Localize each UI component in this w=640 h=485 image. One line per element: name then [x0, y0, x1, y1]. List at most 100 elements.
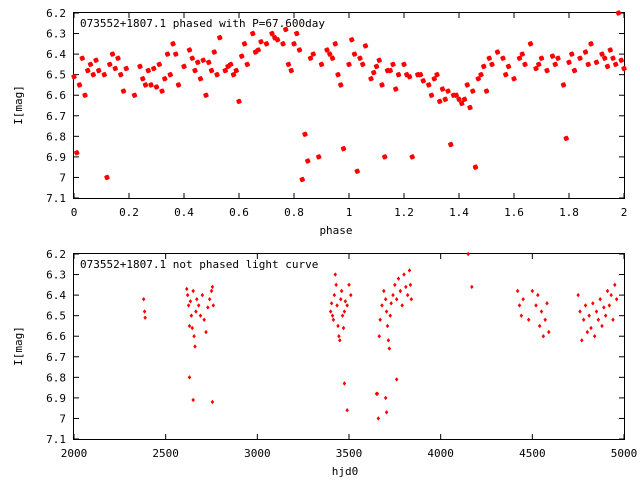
unphased-data-point	[188, 299, 193, 304]
unphased-data-point	[328, 309, 333, 314]
unphased-data-point	[383, 395, 388, 401]
unphased-data-point	[521, 297, 525, 302]
phased-data-point	[153, 84, 160, 90]
unphased-data-point	[393, 282, 397, 288]
unphased-data-point	[547, 329, 551, 335]
phased-data-point	[291, 41, 297, 47]
phased-data-point	[104, 174, 110, 181]
unphased-y-tick-label: 7.1	[46, 433, 66, 446]
phased-x-tick-label: 0.8	[284, 206, 304, 219]
phased-data-point	[544, 67, 550, 74]
phased-data-point	[329, 55, 336, 61]
phased-data-point	[211, 49, 218, 55]
phased-data-point	[607, 47, 614, 53]
phased-data-point	[560, 82, 567, 88]
unphased-data-point	[204, 329, 208, 335]
phased-data-point	[131, 92, 138, 98]
phased-x-tick-label: 1	[346, 206, 353, 219]
phased-data-point	[585, 61, 592, 68]
phased-data-point	[527, 41, 534, 47]
unphased-data-point	[585, 329, 590, 335]
unphased-x-axis-label: hjd0	[332, 465, 359, 478]
phased-data-point	[233, 67, 240, 74]
unphased-y-tick-label: 6.8	[46, 371, 66, 384]
phased-data-point	[390, 61, 396, 68]
unphased-y-tick-label: 6.7	[46, 351, 66, 364]
unphased-y-axis-label: I[mag]	[12, 326, 25, 366]
phased-data-point	[315, 154, 322, 160]
phased-data-point	[403, 71, 410, 78]
phased-data-point	[106, 61, 113, 68]
phased-data-point	[549, 53, 556, 59]
phased-data-point	[409, 154, 416, 160]
unphased-data-point	[536, 292, 540, 298]
unphased-data-point	[607, 303, 612, 308]
unphased-data-point	[187, 323, 192, 329]
unphased-data-point	[337, 334, 341, 339]
unphased-x-tick-label: 4500	[519, 447, 546, 460]
unphased-data-point	[517, 303, 522, 308]
unphased-data-point	[329, 301, 334, 306]
phased-data-point	[123, 65, 130, 72]
unphased-data-point	[611, 317, 615, 322]
unphased-data-point	[343, 299, 348, 304]
phased-y-tick-label: 6.4	[46, 48, 66, 61]
phased-data-point	[395, 71, 402, 78]
phased-data-point	[601, 55, 608, 61]
phased-y-tick-label: 6.5	[46, 69, 66, 82]
unphased-data-point	[196, 303, 201, 308]
phased-data-point	[357, 55, 363, 61]
phased-data-point	[478, 71, 484, 78]
phased-data-point	[612, 61, 619, 68]
phased-data-point	[285, 61, 292, 68]
phased-data-point	[73, 150, 80, 156]
unphased-data-point	[331, 317, 336, 322]
phased-data-point	[337, 82, 344, 88]
phased-data-point	[401, 61, 407, 68]
unphased-data-point	[605, 288, 610, 294]
unphased-data-point	[530, 288, 535, 294]
phased-data-point	[431, 76, 438, 82]
unphased-data-point	[191, 397, 195, 403]
unphased-data-point	[341, 325, 346, 331]
phased-data-point	[522, 61, 528, 68]
unphased-x-tick-label: 4000	[427, 447, 454, 460]
phased-data-point	[604, 63, 611, 70]
phased-data-point	[79, 55, 86, 61]
phased-data-point	[486, 55, 493, 61]
phased-data-point	[505, 63, 512, 70]
phased-data-point	[351, 51, 358, 57]
unphased-data-point	[193, 344, 197, 349]
phased-y-axis-label: I[mag]	[12, 85, 25, 125]
unphased-data-point	[190, 325, 195, 331]
unphased-data-point	[388, 313, 393, 318]
phased-data-point	[120, 88, 127, 94]
unphased-data-point	[333, 272, 338, 277]
unphased-data-point	[613, 282, 617, 288]
phased-data-point	[167, 71, 174, 78]
phased-y-tick-label: 6.8	[46, 130, 66, 143]
phased-data-point	[230, 71, 237, 78]
phased-data-point	[555, 55, 561, 61]
unphased-y-tick-label: 6.5	[46, 310, 66, 323]
phased-data-point	[494, 49, 501, 55]
phased-data-point	[87, 61, 94, 68]
unphased-data-point	[394, 377, 399, 382]
unphased-data-point	[338, 338, 342, 343]
phased-data-point	[71, 73, 77, 80]
unphased-data-point	[206, 305, 210, 310]
phased-data-point	[269, 30, 275, 37]
phased-data-point	[293, 30, 300, 37]
phased-data-point	[172, 51, 179, 57]
phased-data-point	[442, 96, 449, 103]
unphased-data-point	[330, 313, 335, 318]
phased-y-tick-label: 6.9	[46, 151, 66, 164]
phased-chart-title: 073552+1807.1 phased with P=67.600day	[80, 17, 325, 30]
unphased-data-point	[602, 305, 606, 310]
phased-data-point	[249, 30, 256, 37]
unphased-data-point	[143, 315, 147, 320]
unphased-data-point	[402, 272, 406, 277]
phased-y-tick-label: 6.6	[46, 89, 66, 102]
phased-data-point	[461, 96, 468, 103]
